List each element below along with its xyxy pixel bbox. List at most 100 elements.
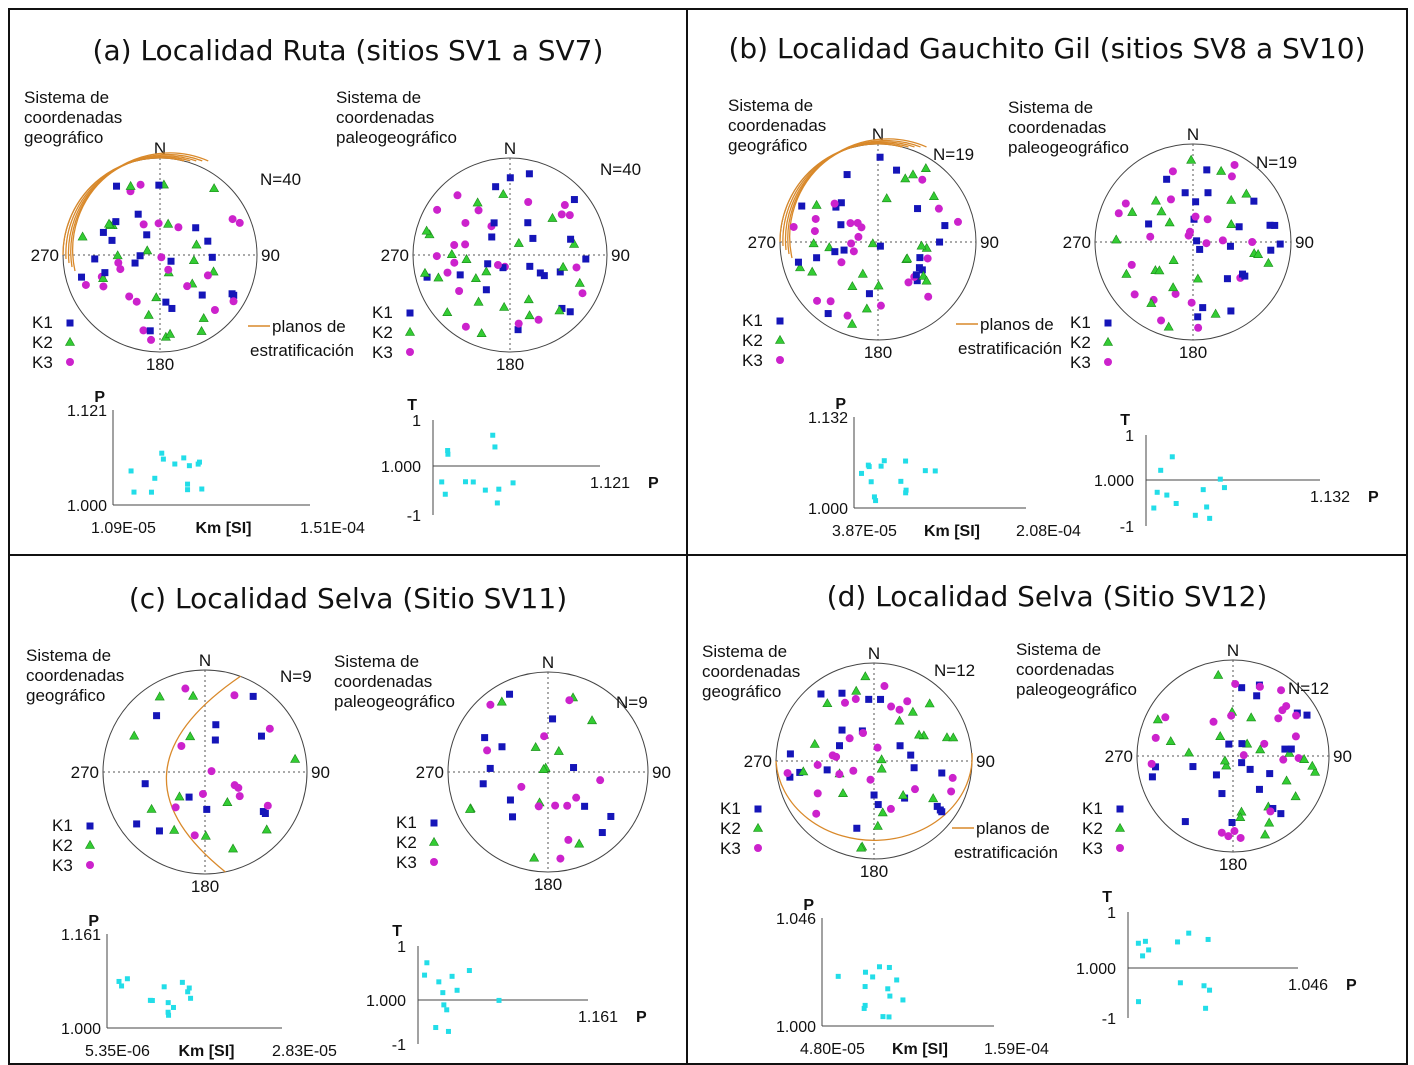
k1-marker: [1148, 773, 1156, 781]
k3-marker: [849, 766, 858, 775]
scatter-point: [149, 998, 155, 1004]
legend-k3-label: K3: [52, 856, 73, 875]
scatter-point: [862, 969, 868, 975]
k2-marker: [146, 803, 157, 813]
k1-marker: [430, 819, 438, 827]
k1-marker: [167, 257, 175, 265]
k2-marker: [1260, 829, 1271, 839]
k3-marker: [1157, 316, 1166, 325]
x-axis-label: Km [SI]: [196, 520, 252, 537]
k2-marker: [867, 238, 878, 248]
k1-marker: [212, 721, 220, 729]
k3-marker: [849, 247, 858, 256]
x-min-label: 4.80E-05: [800, 1041, 865, 1058]
y-max-label: 1.161: [61, 927, 101, 944]
k2-marker: [143, 309, 154, 319]
legend-planes-label: planos de: [272, 317, 346, 336]
y-axis-label: T: [407, 397, 417, 414]
k1-marker: [870, 791, 878, 799]
k2-marker: [1121, 268, 1132, 278]
scatter-point: [1175, 939, 1181, 945]
compass-w-label: 270: [381, 246, 409, 265]
k1-marker: [482, 286, 490, 294]
k3-marker: [154, 219, 163, 228]
scatter-point: [439, 479, 445, 485]
k1-marker: [1241, 272, 1249, 280]
k1-marker: [1194, 313, 1202, 321]
k1-marker: [488, 233, 496, 241]
k2-marker: [188, 690, 199, 700]
scatter-point: [868, 479, 874, 485]
k1-marker: [1226, 242, 1234, 250]
legend-k3-label: K3: [1082, 839, 1103, 858]
compass-w-label: 270: [1063, 233, 1091, 252]
k1-marker: [484, 260, 492, 268]
x-max-label: 2.08E-04: [1016, 523, 1081, 540]
compass-n-label: N: [504, 139, 516, 158]
k1-marker: [525, 170, 533, 178]
scatter-point: [444, 1007, 450, 1013]
k1-marker: [514, 326, 522, 334]
k2-marker: [476, 328, 487, 337]
k2-marker: [1111, 234, 1122, 244]
k1-marker: [1199, 304, 1207, 312]
scatter-point: [445, 1028, 451, 1034]
k1-marker: [913, 277, 921, 285]
k2-marker: [1163, 321, 1174, 331]
k1-marker: [112, 218, 120, 226]
k2-marker: [587, 715, 598, 725]
k1-marker: [192, 224, 200, 232]
k2-marker: [948, 732, 959, 742]
k1-marker: [108, 236, 116, 244]
k3-marker: [1248, 238, 1257, 247]
k1-marker: [1303, 711, 1311, 719]
k2-marker: [811, 199, 822, 209]
k3-marker: [1217, 828, 1226, 837]
k1-marker: [162, 298, 170, 306]
k2-marker: [873, 280, 884, 290]
n-count-label: N=12: [934, 661, 975, 680]
k2-marker: [872, 820, 883, 830]
y-axis-label: P: [803, 897, 814, 914]
k2-marker: [1246, 712, 1257, 722]
k2-marker: [928, 191, 939, 200]
y-min-label: 1.000: [808, 501, 848, 518]
k2-marker: [857, 268, 868, 278]
k2-marker: [165, 328, 176, 338]
scatter-point: [186, 985, 192, 991]
k3-marker: [99, 282, 108, 291]
coord-paleo-label: Sistema de coordenadas paleogeográfico: [1016, 640, 1137, 699]
k3-marker: [873, 743, 882, 752]
y-max-label: 1.132: [808, 410, 848, 427]
k3-marker: [461, 218, 470, 227]
k3-marker: [886, 804, 895, 813]
k3-marker: [230, 691, 239, 700]
k3-marker: [843, 311, 852, 320]
k3-marker: [1187, 298, 1196, 307]
panel-c: (c) Localidad Selva (Sitio SV11) Sistema…: [8, 554, 688, 1065]
x-axis-label: P: [648, 475, 659, 492]
coord-paleo-label: Sistema de coordenadas paleogeográfico: [336, 88, 457, 147]
k2-marker: [174, 791, 185, 801]
k3-marker: [1127, 260, 1136, 269]
scatter-point: [1204, 504, 1210, 510]
k1-marker: [896, 742, 904, 750]
k1-marker: [1246, 765, 1254, 773]
panel-d: (d) Localidad Selva (Sitio SV12) Sistema…: [686, 554, 1408, 1065]
y-mid-label: 1.000: [1076, 961, 1116, 978]
k1-marker: [1181, 189, 1189, 197]
scatter-point: [886, 1014, 892, 1020]
k3-marker: [563, 801, 572, 810]
k2-marker: [421, 225, 432, 235]
y-mid-label: 1.000: [366, 993, 406, 1010]
k1-marker: [146, 327, 154, 335]
k3-marker: [406, 348, 414, 356]
x-max-label: 1.132: [1310, 489, 1350, 506]
k3-marker: [443, 268, 452, 277]
k3-marker: [556, 854, 565, 863]
k3-marker: [1121, 199, 1130, 208]
scatter-point: [1146, 947, 1152, 953]
k3-marker: [887, 702, 896, 711]
scatter-point: [887, 993, 893, 999]
n-count-label: N=9: [616, 693, 648, 712]
